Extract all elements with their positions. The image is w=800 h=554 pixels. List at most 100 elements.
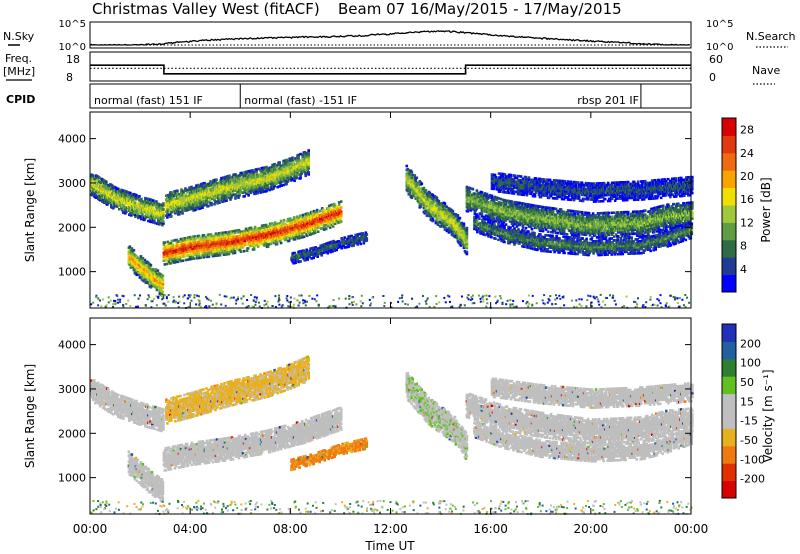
range-gate-cell bbox=[133, 249, 136, 252]
freq-panel-frame bbox=[90, 52, 691, 81]
range-gate-cell bbox=[472, 188, 475, 191]
nsky-series bbox=[90, 31, 691, 45]
range-gate-cell bbox=[340, 206, 343, 209]
freq-label-line2: [MHz] bbox=[3, 65, 35, 78]
range-gate-cell bbox=[325, 228, 328, 231]
beam-info: Beam 07 16/May/2015 - 17/May/2015 bbox=[338, 0, 622, 18]
nsky-label: N.Sky bbox=[3, 30, 35, 43]
range-gate-cell bbox=[423, 187, 426, 190]
range-gate-cell bbox=[452, 210, 455, 213]
range-gate-cell bbox=[288, 240, 291, 243]
range-gate-cell bbox=[247, 194, 250, 197]
range-gate-cell bbox=[210, 184, 213, 187]
nave-tick-top: 60 bbox=[709, 53, 723, 66]
range-gate-cell bbox=[218, 201, 221, 204]
range-gate-cell bbox=[156, 289, 159, 292]
range-gate-cell bbox=[340, 220, 343, 223]
range-gate-cell bbox=[466, 251, 469, 254]
range-gate-cell bbox=[207, 205, 210, 208]
range-gate-cell bbox=[162, 220, 165, 223]
freq-tick-bottom: 8 bbox=[66, 71, 73, 84]
radar-figure: Christmas Valley West (fitACF) Beam 07 1… bbox=[0, 0, 800, 554]
range-gate-cell bbox=[162, 279, 165, 282]
range-gate-cell bbox=[270, 242, 273, 245]
range-gate-cell bbox=[340, 200, 343, 203]
nsky-line bbox=[90, 31, 690, 45]
range-gate-cell bbox=[129, 192, 132, 195]
range-gate-cell bbox=[307, 149, 310, 152]
range-gate-cell bbox=[303, 235, 306, 238]
range-gate-cell bbox=[152, 199, 155, 202]
range-gate-cell bbox=[491, 195, 494, 198]
range-gate-cell bbox=[201, 206, 204, 209]
cpid-segment-label: rbsp 201 IF bbox=[577, 94, 639, 107]
nsky-tick-bottom: 10^0 bbox=[59, 42, 86, 53]
range-gate-cell bbox=[210, 202, 213, 205]
range-gate-cell bbox=[352, 244, 355, 247]
range-gate-cell bbox=[463, 223, 466, 226]
range-gate-cell bbox=[286, 180, 289, 183]
range-gate-cell bbox=[457, 214, 460, 217]
range-gate-cell bbox=[162, 291, 165, 294]
range-gate-cell bbox=[307, 171, 310, 174]
range-gate-cell bbox=[182, 259, 185, 262]
range-gate-cell bbox=[466, 227, 469, 230]
range-gate-cell bbox=[117, 188, 120, 191]
range-gate-cell bbox=[240, 250, 243, 253]
range-gate-cell bbox=[476, 189, 479, 192]
scatter-band bbox=[90, 173, 165, 226]
range-gate-cell bbox=[481, 191, 484, 194]
range-gate-cell bbox=[276, 241, 279, 244]
nsearch-label: N.Search bbox=[746, 30, 796, 43]
range-gate-cell bbox=[432, 218, 435, 221]
range-gate-cell bbox=[340, 210, 343, 213]
range-gate-cell bbox=[359, 243, 362, 246]
range-gate-cell bbox=[444, 202, 447, 205]
range-gate-cell bbox=[228, 175, 231, 178]
range-gate-cell bbox=[170, 215, 173, 218]
range-gate-cell bbox=[280, 242, 283, 245]
range-gate-cell bbox=[92, 175, 95, 178]
nave-tick-bottom: 0 bbox=[709, 71, 716, 84]
range-gate-cell bbox=[299, 260, 302, 263]
range-gate-cell bbox=[162, 208, 165, 211]
range-gate-cell bbox=[406, 165, 409, 168]
range-gate-cell bbox=[366, 233, 369, 236]
range-gate-cell bbox=[162, 275, 165, 278]
range-gate-cell bbox=[366, 237, 369, 240]
range-gate-cell bbox=[138, 195, 141, 198]
range-gate-cell bbox=[414, 174, 417, 177]
range-gate-cell bbox=[110, 204, 113, 207]
range-gate-cell bbox=[243, 195, 246, 198]
site-title: Christmas Valley West (fitACF) bbox=[92, 0, 320, 18]
range-gate-cell bbox=[176, 190, 179, 193]
range-gate-cell bbox=[306, 258, 309, 261]
range-gate-cell bbox=[459, 217, 462, 220]
range-gate-cell bbox=[469, 191, 472, 194]
freq-tick-top: 18 bbox=[66, 53, 80, 66]
range-gate-cell bbox=[150, 264, 153, 267]
range-gate-cell bbox=[317, 230, 320, 233]
range-gate-cell bbox=[314, 230, 317, 233]
range-gate-cell bbox=[438, 200, 441, 203]
range-gate-cell bbox=[243, 250, 246, 253]
cpid-segment-label: normal (fast) 151 IF bbox=[94, 94, 203, 107]
cpid-segments: normal (fast) 151 IF normal (fast) -151 I… bbox=[94, 84, 641, 108]
range-gate-cell bbox=[436, 197, 439, 200]
nsearch-tick-top: 10^5 bbox=[706, 19, 733, 30]
freq-series bbox=[90, 65, 691, 74]
nsky-tick-top: 10^5 bbox=[59, 19, 86, 30]
range-gate-cell bbox=[421, 182, 424, 185]
range-gate-cell bbox=[164, 241, 167, 244]
range-gate-cell bbox=[193, 257, 196, 260]
range-gate-cell bbox=[278, 161, 281, 164]
range-gate-cell bbox=[157, 269, 160, 272]
range-gate-cell bbox=[140, 198, 143, 201]
range-gate-cell bbox=[152, 207, 155, 210]
range-gate-cell bbox=[283, 219, 286, 222]
cpid-label: CPID bbox=[6, 93, 35, 106]
range-gate-cell bbox=[162, 202, 165, 205]
nsearch-tick-bottom: 10^0 bbox=[706, 42, 733, 53]
range-gate-cell bbox=[425, 189, 428, 192]
